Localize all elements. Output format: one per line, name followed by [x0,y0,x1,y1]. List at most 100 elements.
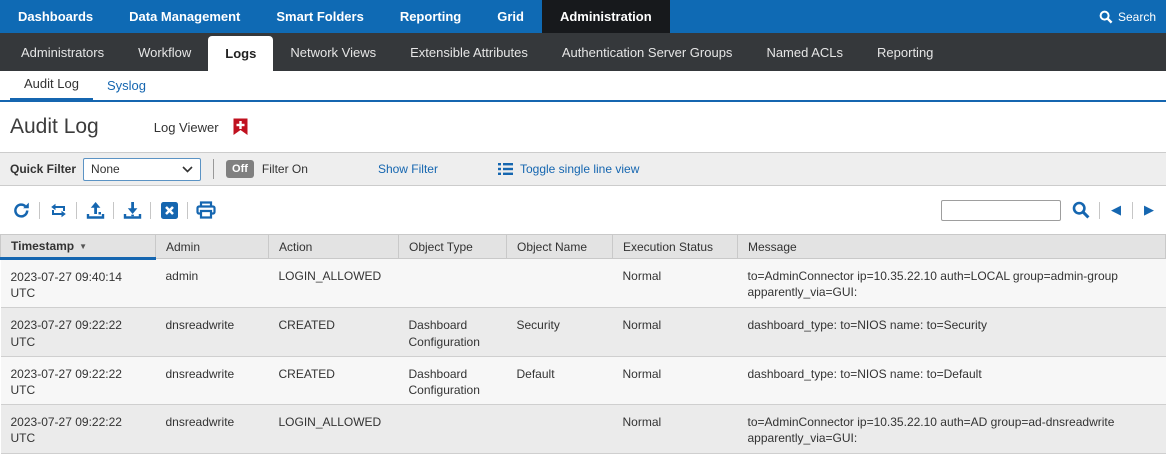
cell-object-name [506,258,613,309]
cell-admin: dnsreadwrite [155,307,269,357]
nav-item-administration[interactable]: Administration [541,0,670,33]
log-viewer-label: Log Viewer [153,119,219,135]
page-next-icon[interactable]: ▶ [1144,202,1154,217]
divider [150,201,151,219]
cell-message: dashboard_type: to=NIOS name: to=Default [737,356,1166,406]
quick-filter-select[interactable]: None [83,157,202,181]
sub-nav: Administrators Workflow Logs Network Vie… [0,33,1166,71]
replay-icon[interactable] [47,199,69,221]
cell-execution-status: Normal [612,404,738,454]
csv-export-icon[interactable] [158,199,180,221]
subnav-item-workflow[interactable]: Workflow [138,44,192,60]
chevron-down-icon [182,165,193,173]
cell-timestamp: 2023-07-27 09:22:22 UTC [0,356,156,406]
nav-item-reporting[interactable]: Reporting [399,9,462,24]
page-title: Audit Log [10,115,99,138]
divider [213,159,215,179]
cell-object-name: Security [506,307,613,357]
column-header-action[interactable]: Action [268,234,399,259]
refresh-icon[interactable] [10,199,32,221]
cell-object-type: Dashboard Configuration [398,356,507,406]
subnav-item-network-views[interactable]: Network Views [290,44,377,60]
cell-message: dashboard_type: to=NIOS name: to=Securit… [737,307,1166,357]
cell-action: LOGIN_ALLOWED [268,258,399,309]
cell-object-type [398,258,507,309]
grid-search-icon[interactable] [1070,199,1092,221]
quick-filter-value: None [91,162,120,176]
column-header-object-name[interactable]: Object Name [506,234,613,259]
column-header-message[interactable]: Message [737,234,1166,259]
bookmark-add-icon[interactable] [233,118,248,136]
nav-item-dashboards[interactable]: Dashboards [18,9,94,24]
cell-object-name [506,404,613,454]
global-search[interactable]: Search [1099,0,1156,33]
column-header-timestamp[interactable]: Timestamp ▼ [0,234,156,260]
tab-syslog[interactable]: Syslog [106,78,146,93]
subnav-item-administrators[interactable]: Administrators [21,44,105,60]
column-header-execution-status[interactable]: Execution Status [612,234,738,259]
upload-icon[interactable] [84,199,106,221]
top-nav: Dashboards Data Management Smart Folders… [0,0,1166,33]
toolbar-right: ◀ ▶ [941,186,1158,234]
subnav-item-named-acls[interactable]: Named ACLs [766,44,844,60]
cell-timestamp: 2023-07-27 09:40:14 UTC [0,258,156,309]
cell-action: LOGIN_ALLOWED [268,404,399,454]
quick-filter-label: Quick Filter [10,162,77,176]
toggle-single-line-label: Toggle single line view [519,162,640,176]
cell-admin: dnsreadwrite [155,356,269,406]
sort-desc-icon: ▼ [79,242,88,251]
nav-item-smart-folders[interactable]: Smart Folders [276,9,364,24]
grid-search-input[interactable] [941,199,1061,221]
divider [39,201,40,219]
table-row[interactable]: 2023-07-27 09:22:22 UTC dnsreadwrite LOGIN… [0,404,1166,454]
table-row[interactable]: 2023-07-27 09:40:14 UTC admin LOGIN_ALLOWE… [0,258,1166,309]
filter-on-label: Filter On [261,162,308,176]
cell-message: to=AdminConnector ip=10.35.22.10 auth=AD… [737,404,1166,454]
tab-audit-log[interactable]: Audit Log [10,70,93,102]
subnav-item-extensible-attributes[interactable]: Extensible Attributes [410,44,528,60]
toggle-single-line-view[interactable]: Toggle single line view [497,162,640,176]
audit-log-table: Timestamp ▼ Admin Action Object Type Obje… [0,234,1166,454]
download-icon[interactable] [121,199,143,221]
cell-object-type: Dashboard Configuration [398,307,507,357]
cell-action: CREATED [268,307,399,357]
subnav-item-reporting[interactable]: Reporting [877,44,934,60]
divider [1132,201,1133,219]
show-filter-link[interactable]: Show Filter [377,162,438,176]
grid-toolbar: ◀ ▶ [0,186,1166,234]
divider [113,201,114,219]
print-icon[interactable] [195,199,217,221]
divider [76,201,77,219]
table-header-row: Timestamp ▼ Admin Action Object Type Obje… [0,234,1166,260]
list-view-icon [497,163,513,175]
title-row: Audit Log Log Viewer [0,102,1166,152]
cell-message: to=AdminConnector ip=10.35.22.10 auth=LO… [737,258,1166,309]
audit-table-body: 2023-07-27 09:40:14 UTC admin LOGIN_ALLOWE… [0,258,1166,454]
cell-timestamp: 2023-07-27 09:22:22 UTC [0,307,156,357]
log-tabs: Audit Log Syslog [0,71,1166,102]
cell-object-name: Default [506,356,613,406]
divider [187,201,188,219]
column-header-admin[interactable]: Admin [155,234,269,259]
cell-execution-status: Normal [612,258,738,309]
search-label: Search [1117,9,1156,24]
table-row[interactable]: 2023-07-27 09:22:22 UTC dnsreadwrite CREAT… [0,307,1166,357]
nav-item-grid[interactable]: Grid [497,9,524,24]
cell-admin: admin [155,258,269,309]
nav-item-data-management[interactable]: Data Management [129,9,241,24]
cell-action: CREATED [268,356,399,406]
column-header-object-type[interactable]: Object Type [398,234,507,259]
column-label: Timestamp [11,239,75,253]
divider [1099,201,1100,219]
cell-object-type [398,404,507,454]
subnav-item-logs[interactable]: Logs [208,36,274,71]
quick-filter-bar: Quick Filter None Off Filter On Show Fil… [0,152,1166,186]
filter-off-toggle[interactable]: Off [226,160,254,178]
cell-timestamp: 2023-07-27 09:22:22 UTC [0,404,156,454]
cell-execution-status: Normal [612,307,738,357]
subnav-item-auth-server-groups[interactable]: Authentication Server Groups [561,44,733,60]
cell-admin: dnsreadwrite [155,404,269,454]
cell-execution-status: Normal [612,356,738,406]
table-row[interactable]: 2023-07-27 09:22:22 UTC dnsreadwrite CREAT… [0,356,1166,406]
page-previous-icon[interactable]: ◀ [1111,202,1121,217]
